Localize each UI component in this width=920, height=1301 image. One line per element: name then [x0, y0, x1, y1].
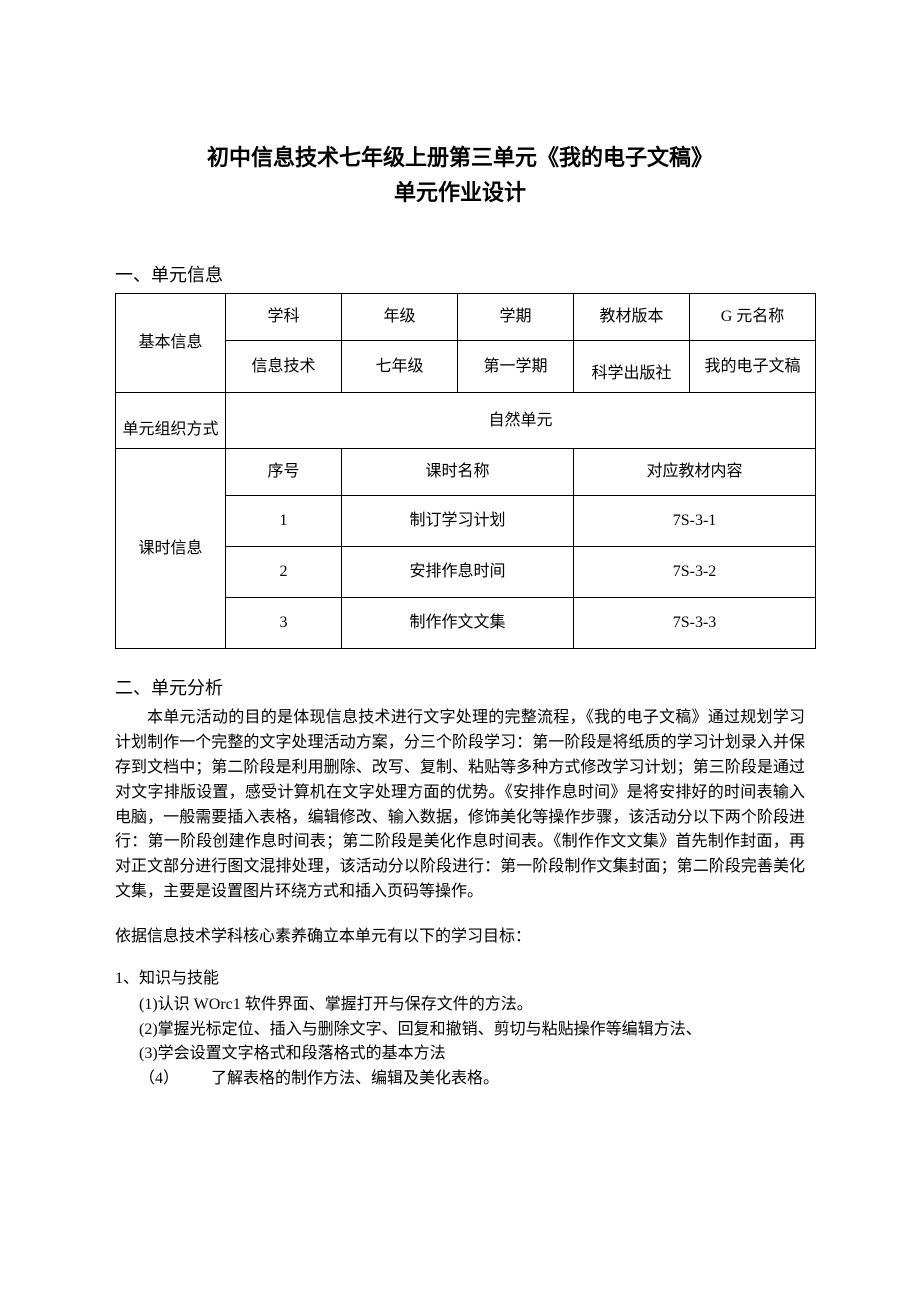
lesson-ref: 7S-3-2 [574, 547, 816, 598]
header-textbook: 教材版本 [574, 294, 690, 341]
goal-item: (3)学会设置文字格式和段落格式的基本方法 [139, 1042, 805, 1067]
header-unit-name: G 元名称 [690, 294, 816, 341]
goal-item-num: （4） [139, 1067, 211, 1092]
header-subject: 学科 [226, 294, 342, 341]
value-textbook: 科学出版社 [574, 341, 690, 393]
lesson-ref: 7S-3-1 [574, 496, 816, 547]
org-label: 单元组织方式 [116, 393, 226, 449]
lesson-ref: 7S-3-3 [574, 598, 816, 649]
table-row: 单元组织方式 自然单元 [116, 393, 816, 449]
section-2-heading: 二、单元分析 [115, 675, 805, 702]
lesson-header-ref: 对应教材内容 [574, 449, 816, 496]
lesson-seq: 1 [226, 496, 342, 547]
goal-item: （4） 了解表格的制作方法、编辑及美化表格。 [139, 1067, 805, 1092]
lesson-seq: 3 [226, 598, 342, 649]
goal-list: (1)认识 WOrc1 软件界面、掌握打开与保存文件的方法。 (2)掌握光标定位… [115, 993, 805, 1092]
goal-intro: 依据信息技术学科核心素养确立本单元有以下的学习目标： [115, 925, 805, 949]
document-title: 初中信息技术七年级上册第三单元《我的电子文稿》 单元作业设计 [115, 140, 805, 210]
lesson-name: 安排作息时间 [342, 547, 574, 598]
table-row: 课时信息 序号 课时名称 对应教材内容 [116, 449, 816, 496]
goal-item: (2)掌握光标定位、插入与删除文字、回复和撤销、剪切与粘贴操作等编辑方法、 [139, 1018, 805, 1043]
analysis-body: 本单元活动的目的是体现信息技术进行文字处理的完整流程，《我的电子文稿》通过规划学… [115, 706, 805, 904]
value-grade: 七年级 [342, 341, 458, 393]
section-1-heading: 一、单元信息 [115, 262, 805, 289]
title-line-1: 初中信息技术七年级上册第三单元《我的电子文稿》 [115, 140, 805, 175]
section-2: 二、单元分析 本单元活动的目的是体现信息技术进行文字处理的完整流程，《我的电子文… [115, 675, 805, 1092]
basic-info-label: 基本信息 [116, 294, 226, 393]
goal-heading: 1、知识与技能 [115, 967, 805, 991]
value-term: 第一学期 [458, 341, 574, 393]
goal-item-text: 了解表格的制作方法、编辑及美化表格。 [211, 1067, 499, 1092]
header-grade: 年级 [342, 294, 458, 341]
page: 初中信息技术七年级上册第三单元《我的电子文稿》 单元作业设计 一、单元信息 基本… [0, 0, 920, 1301]
org-value: 自然单元 [226, 393, 816, 449]
header-term: 学期 [458, 294, 574, 341]
goal-item: (1)认识 WOrc1 软件界面、掌握打开与保存文件的方法。 [139, 993, 805, 1018]
lesson-header-name: 课时名称 [342, 449, 574, 496]
lesson-name: 制作作文文集 [342, 598, 574, 649]
value-subject: 信息技术 [226, 341, 342, 393]
value-unit-name: 我的电子文稿 [690, 341, 816, 393]
lesson-seq: 2 [226, 547, 342, 598]
lesson-header-seq: 序号 [226, 449, 342, 496]
lesson-info-label: 课时信息 [116, 449, 226, 649]
title-line-2: 单元作业设计 [115, 175, 805, 210]
lesson-name: 制订学习计划 [342, 496, 574, 547]
table-row: 基本信息 学科 年级 学期 教材版本 G 元名称 [116, 294, 816, 341]
unit-info-table: 基本信息 学科 年级 学期 教材版本 G 元名称 信息技术 七年级 第一学期 科… [115, 293, 816, 649]
